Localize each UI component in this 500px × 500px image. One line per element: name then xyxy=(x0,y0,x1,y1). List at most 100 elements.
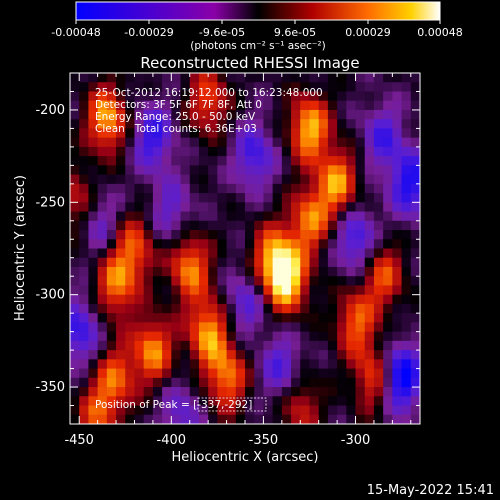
heatmap-pixel xyxy=(106,230,117,240)
heatmap-pixel xyxy=(318,91,329,102)
heatmap-pixel xyxy=(226,368,237,379)
heatmap-pixel xyxy=(97,266,108,277)
heatmap-pixel xyxy=(180,276,191,286)
heatmap-pixel xyxy=(198,368,209,379)
heatmap-pixel xyxy=(134,82,145,92)
heatmap-pixel xyxy=(346,137,356,148)
heatmap-pixel xyxy=(355,340,366,351)
heatmap-pixel xyxy=(171,368,181,379)
heatmap-pixel xyxy=(410,387,420,397)
heatmap-pixel xyxy=(337,183,347,194)
heatmap-pixel xyxy=(245,313,255,323)
heatmap-pixel xyxy=(116,350,126,360)
heatmap-pixel xyxy=(291,340,301,351)
heatmap-pixel xyxy=(189,82,200,92)
heatmap-pixel xyxy=(208,174,218,185)
heatmap-pixel xyxy=(263,377,274,388)
heatmap-pixel xyxy=(272,100,283,111)
heatmap-pixel xyxy=(180,183,191,194)
heatmap-pixel xyxy=(309,165,320,176)
heatmap-pixel xyxy=(134,387,145,397)
heatmap-pixel xyxy=(235,91,246,102)
heatmap-pixel xyxy=(337,202,347,212)
heatmap-pixel xyxy=(281,387,292,397)
heatmap-pixel xyxy=(309,266,320,277)
heatmap-pixel xyxy=(79,405,89,416)
heatmap-pixel xyxy=(189,174,200,185)
heatmap-pixel xyxy=(189,285,200,296)
heatmap-pixel xyxy=(254,377,264,388)
heatmap-pixel xyxy=(281,119,292,129)
heatmap-pixel xyxy=(263,405,274,416)
heatmap-pixel xyxy=(355,331,366,342)
heatmap-pixel xyxy=(245,239,255,249)
heatmap-pixel xyxy=(189,359,200,369)
heatmap-pixel xyxy=(70,202,80,212)
heatmap-pixel xyxy=(189,128,200,139)
heatmap-pixel xyxy=(410,257,420,268)
heatmap-pixel xyxy=(318,248,329,259)
heatmap-pixel xyxy=(70,82,80,92)
heatmap-pixel xyxy=(355,387,366,397)
heatmap-pixel xyxy=(373,387,384,397)
heatmap-pixel xyxy=(245,100,255,111)
heatmap-pixel xyxy=(79,82,89,92)
heatmap-pixel xyxy=(217,405,227,416)
heatmap-pixel xyxy=(88,322,99,333)
heatmap-pixel xyxy=(355,396,366,406)
heatmap-pixel xyxy=(392,368,402,379)
heatmap-pixel xyxy=(327,100,338,111)
heatmap-pixel xyxy=(346,239,356,249)
heatmap-pixel xyxy=(355,276,366,286)
heatmap-pixel xyxy=(373,396,384,406)
heatmap-pixel xyxy=(355,294,366,305)
heatmap-pixel xyxy=(208,128,218,139)
heatmap-pixel xyxy=(125,331,135,342)
heatmap-pixel xyxy=(235,414,246,424)
heatmap-pixel xyxy=(383,276,393,286)
heatmap-pixel xyxy=(392,276,402,286)
heatmap-pixel xyxy=(410,313,420,323)
heatmap-pixel xyxy=(88,303,99,314)
heatmap-pixel xyxy=(198,119,209,129)
heatmap-pixel xyxy=(392,414,402,424)
heatmap-pixel xyxy=(318,368,329,379)
heatmap-pixel xyxy=(254,322,264,333)
heatmap-pixel xyxy=(254,239,264,249)
heatmap-pixel xyxy=(401,128,412,139)
heatmap-pixel xyxy=(226,156,237,166)
heatmap-pixel xyxy=(208,202,218,212)
heatmap-pixel xyxy=(346,220,356,231)
heatmap-pixel xyxy=(235,285,246,296)
heatmap-pixel xyxy=(88,313,99,323)
heatmap-pixel xyxy=(217,202,227,212)
heatmap-pixel xyxy=(401,276,412,286)
heatmap-pixel xyxy=(143,248,154,259)
heatmap-pixel xyxy=(245,146,255,157)
heatmap-pixel xyxy=(309,146,320,157)
heatmap-pixel xyxy=(373,257,384,268)
heatmap-pixel xyxy=(245,350,255,360)
heatmap-pixel xyxy=(88,414,99,424)
heatmap-pixel xyxy=(337,322,347,333)
heatmap-pixel xyxy=(152,211,163,222)
heatmap-pixel xyxy=(291,239,301,249)
heatmap-pixel xyxy=(364,211,375,222)
heatmap-pixel xyxy=(106,156,117,166)
heatmap-pixel xyxy=(337,91,347,102)
y-tick-label: -300 xyxy=(35,288,65,303)
heatmap-pixel xyxy=(392,137,402,148)
heatmap-pixel xyxy=(226,137,237,148)
heatmap-pixel xyxy=(373,193,384,203)
heatmap-pixel xyxy=(97,220,108,231)
heatmap-pixel xyxy=(281,146,292,157)
heatmap-pixel xyxy=(171,239,181,249)
heatmap-pixel xyxy=(263,313,274,323)
heatmap-pixel xyxy=(106,368,117,379)
heatmap-pixel xyxy=(189,100,200,111)
heatmap-pixel xyxy=(70,211,80,222)
heatmap-pixel xyxy=(318,211,329,222)
heatmap-pixel xyxy=(226,82,237,92)
heatmap-pixel xyxy=(309,294,320,305)
heatmap-pixel xyxy=(281,165,292,176)
